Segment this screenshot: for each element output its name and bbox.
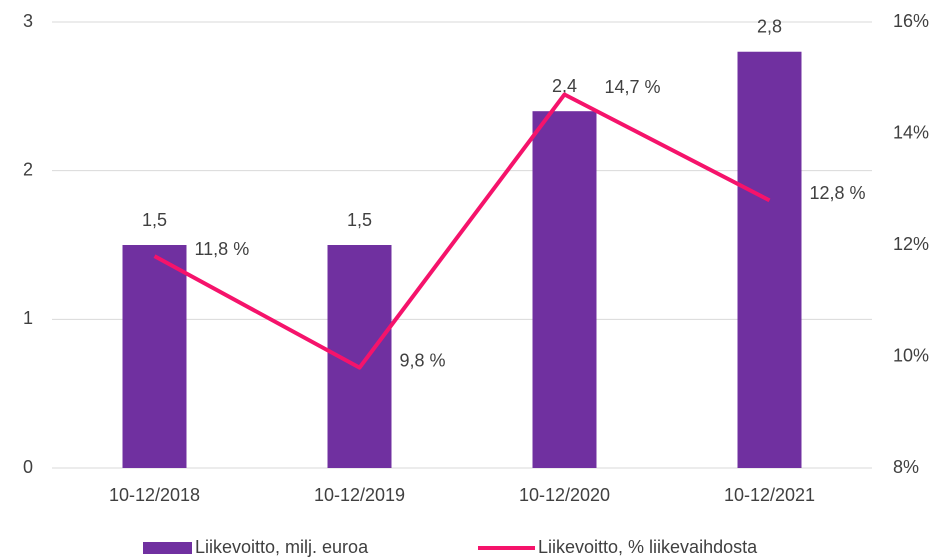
data-label: 12,8 % bbox=[810, 183, 866, 203]
y2-tick-label: 8% bbox=[893, 457, 919, 477]
data-label: 11,8 % bbox=[195, 239, 250, 259]
data-label: 2,8 bbox=[757, 16, 782, 36]
y-tick-label: 3 bbox=[23, 11, 33, 31]
data-label: 9,8 % bbox=[400, 350, 446, 370]
legend-label: Liikevoitto, % liikevaihdosta bbox=[538, 537, 758, 557]
x-tick-label: 10-12/2020 bbox=[519, 485, 610, 505]
bar bbox=[122, 245, 187, 468]
x-tick-label: 10-12/2018 bbox=[109, 485, 200, 505]
y-tick-label: 0 bbox=[23, 457, 33, 477]
line bbox=[153, 92, 771, 370]
x-tick-label: 10-12/2019 bbox=[314, 485, 405, 505]
legend-swatch bbox=[143, 542, 192, 554]
bar bbox=[532, 111, 597, 468]
bar bbox=[737, 51, 802, 468]
legend-label: Liikevoitto, milj. euroa bbox=[195, 537, 369, 557]
y2-tick-label: 14% bbox=[893, 122, 929, 142]
data-label: 1,5 bbox=[142, 210, 167, 230]
x-tick-label: 10-12/2021 bbox=[724, 485, 815, 505]
y2-tick-label: 12% bbox=[893, 234, 929, 254]
data-label: 1,5 bbox=[347, 210, 372, 230]
y2-tick-label: 10% bbox=[893, 345, 929, 365]
y-tick-label: 1 bbox=[23, 308, 33, 328]
y-tick-label: 2 bbox=[23, 159, 33, 179]
y2-tick-label: 16% bbox=[893, 11, 929, 31]
data-label: 14,7 % bbox=[605, 77, 661, 97]
data-label: 2,4 bbox=[552, 76, 577, 96]
